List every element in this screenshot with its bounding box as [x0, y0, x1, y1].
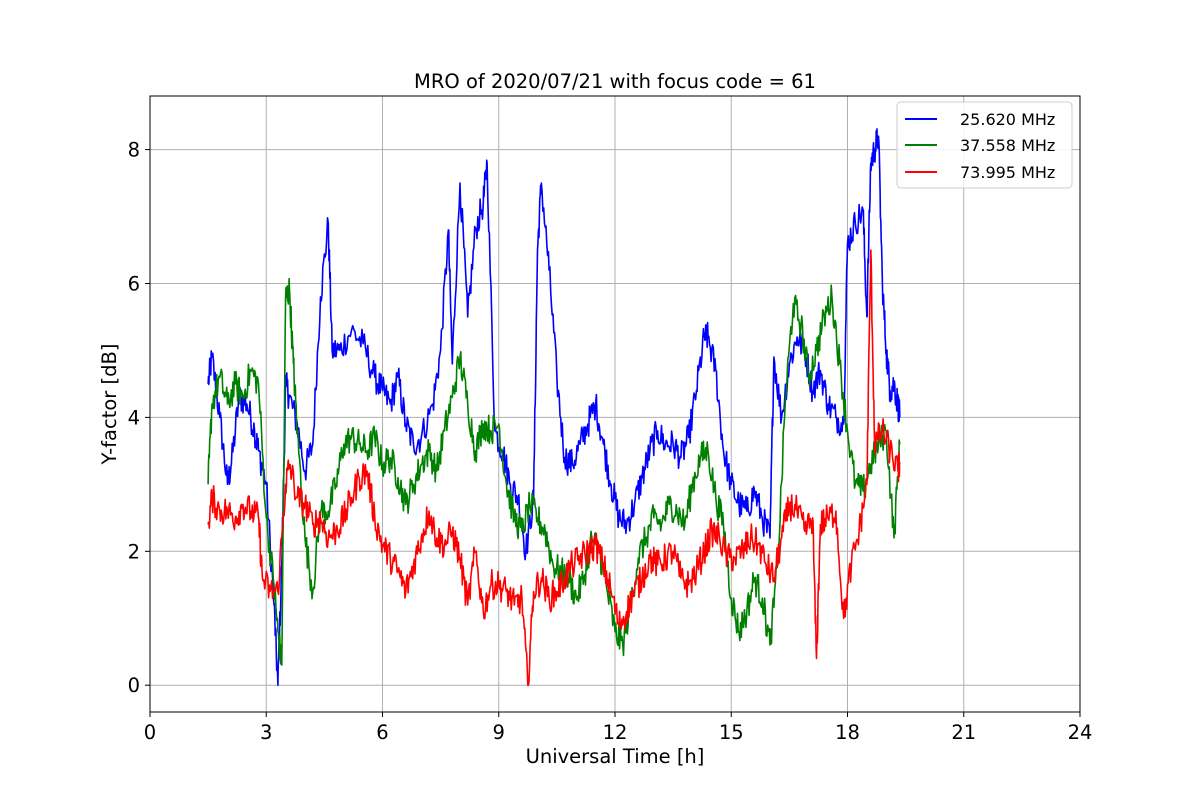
y-tick-label: 8 — [128, 139, 140, 162]
y-tick-label: 2 — [128, 540, 140, 563]
legend-label-2: 73.995 MHz — [960, 163, 1055, 182]
x-tick-label: 6 — [376, 721, 388, 744]
x-tick-label: 3 — [260, 721, 272, 744]
x-tick-label: 9 — [493, 721, 505, 744]
series-line-0 — [207, 128, 901, 686]
legend-label-0: 25.620 MHz — [960, 110, 1055, 129]
series-line-2 — [207, 249, 901, 686]
chart-title: MRO of 2020/07/21 with focus code = 61 — [414, 70, 816, 93]
series-layer — [207, 128, 901, 686]
y-axis-label: Y-factor [dB] — [98, 344, 121, 466]
y-axis-ticks: 0 2 4 6 8 — [128, 139, 150, 697]
legend-label-1: 37.558 MHz — [960, 136, 1055, 155]
x-tick-label: 21 — [951, 721, 976, 744]
x-tick-label: 12 — [603, 721, 628, 744]
x-tick-label: 15 — [719, 721, 744, 744]
y-tick-label: 0 — [128, 674, 140, 697]
x-tick-label: 24 — [1068, 721, 1093, 744]
x-axis-ticks: 0 3 6 9 12 15 18 21 24 — [144, 712, 1093, 744]
x-axis-label: Universal Time [h] — [526, 745, 705, 768]
y-tick-label: 6 — [128, 272, 140, 295]
legend: 25.620 MHz 37.558 MHz 73.995 MHz — [896, 101, 1073, 189]
x-tick-label: 18 — [835, 721, 860, 744]
legend-box — [896, 101, 1073, 189]
x-tick-label: 0 — [144, 721, 156, 744]
y-tick-label: 4 — [128, 406, 140, 429]
